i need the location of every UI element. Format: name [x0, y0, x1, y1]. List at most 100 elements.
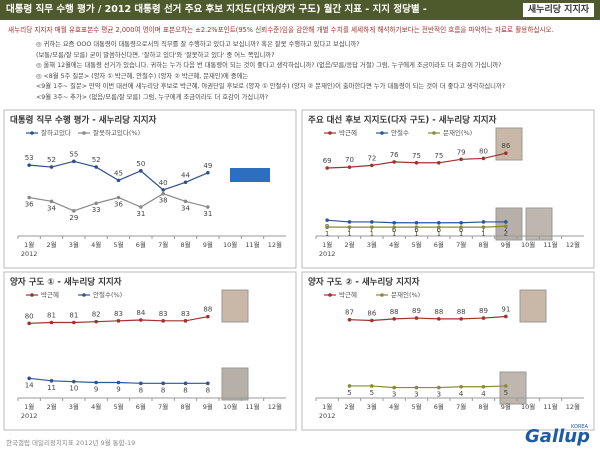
x-tick-label: 1월 — [24, 402, 34, 411]
point — [94, 165, 98, 169]
point — [370, 220, 374, 224]
point — [437, 220, 441, 225]
point — [481, 220, 486, 224]
value-label: 88 — [390, 308, 399, 316]
x-tick-label: 9월 — [501, 402, 511, 411]
value-label: 72 — [367, 154, 376, 162]
x-tick-label: 4월 — [91, 402, 101, 411]
point — [116, 178, 121, 183]
x-tick-label: 10월 — [521, 240, 535, 249]
value-label: 44 — [181, 171, 190, 179]
point — [504, 314, 508, 319]
point — [459, 317, 463, 321]
value-label: 10 — [69, 385, 78, 393]
x-tick-label: 6월 — [136, 240, 146, 249]
x-tick-label: 11월 — [543, 402, 557, 411]
point — [504, 151, 508, 156]
x-tick-label: 2월 — [344, 402, 354, 411]
value-label: 1 — [370, 230, 374, 238]
value-label: 8 — [183, 386, 187, 394]
x-tick-label: 5월 — [113, 240, 123, 249]
point — [347, 165, 352, 169]
x-tick-label: 7월 — [456, 402, 466, 411]
point — [347, 225, 352, 229]
year-label: 2012 — [21, 250, 38, 258]
header: 대통령 직무 수행 평가 / 2012 대통령 선거 주요 후보 지지도(다자/… — [0, 0, 600, 20]
value-label: 88 — [457, 308, 466, 316]
value-label: 6 — [459, 226, 464, 234]
x-tick-label: 2월 — [344, 240, 354, 249]
candidate-photo — [499, 371, 527, 405]
point — [437, 225, 441, 229]
legend-marker — [432, 131, 436, 135]
value-label: 4 — [481, 390, 486, 398]
value-label: 6 — [437, 226, 442, 234]
x-tick-label: 8월 — [180, 402, 190, 411]
x-tick-label: 6월 — [136, 402, 146, 411]
value-label: 76 — [390, 151, 399, 159]
x-tick-label: 11월 — [245, 402, 259, 411]
value-label: 69 — [323, 157, 332, 165]
value-label: 8 — [161, 386, 165, 394]
legend-label: 박근혜 — [339, 290, 357, 299]
x-tick-label: 11월 — [543, 240, 557, 249]
value-label: 8 — [139, 386, 143, 394]
point — [370, 384, 374, 388]
candidate-photo — [221, 367, 249, 401]
value-label: 83 — [159, 310, 168, 318]
value-label: 80 — [25, 312, 34, 320]
logo-sub: KOREA — [571, 424, 588, 430]
point — [370, 163, 374, 168]
value-label: 1 — [392, 230, 396, 238]
x-tick-label: 8월 — [478, 240, 488, 249]
point — [414, 385, 419, 390]
point — [94, 201, 98, 206]
point — [139, 205, 143, 209]
point — [504, 384, 508, 388]
x-tick-label: 9월 — [203, 240, 213, 249]
point — [27, 321, 31, 326]
value-label: 40 — [159, 179, 168, 187]
point — [161, 188, 165, 192]
value-label: 4 — [459, 390, 464, 398]
note: ◎ <8월 5주 질문> (양자 ① 박근혜, 안철수) (양자 ② 박근혜, … — [36, 72, 249, 80]
value-label: 52 — [47, 156, 56, 164]
x-tick-label: 8월 — [180, 240, 190, 249]
legend-label: 잘못하고있다(%) — [93, 128, 140, 137]
point — [161, 381, 165, 386]
value-label: 33 — [92, 206, 101, 214]
x-tick-label: 5월 — [113, 402, 123, 411]
point — [504, 224, 508, 229]
value-label: 36 — [114, 201, 123, 209]
candidate-photo — [525, 207, 553, 241]
value-label: 1 — [459, 230, 463, 238]
value-label: 55 — [69, 150, 78, 158]
point — [49, 320, 54, 325]
value-label: 31 — [136, 210, 145, 218]
note: ◎ 올해 12월에는 대통령 선거가 있습니다. 귀하는 누가 다음 번 대통령… — [36, 62, 502, 69]
panel — [3, 271, 297, 431]
point — [414, 225, 419, 229]
value-label: 70 — [345, 156, 354, 164]
point — [183, 180, 188, 185]
value-label: 49 — [203, 162, 212, 170]
chart-title: 양자 구도 ① - 새누리당 지지자 — [10, 277, 122, 288]
chart-title: 양자 구도 ② - 새누리당 지지자 — [308, 277, 420, 288]
point — [161, 319, 165, 323]
point — [49, 165, 54, 169]
value-label: 5 — [347, 389, 351, 397]
point — [49, 379, 54, 383]
point — [72, 379, 76, 384]
point — [459, 157, 463, 162]
x-tick-label: 4월 — [389, 240, 399, 249]
x-tick-label: 3월 — [69, 402, 79, 411]
point — [370, 225, 374, 229]
value-label: 1 — [414, 230, 418, 238]
year-label: 2012 — [21, 412, 38, 420]
value-label: 3 — [437, 391, 441, 399]
panel — [301, 271, 595, 431]
logo: Gallup — [525, 426, 590, 447]
point — [72, 209, 76, 213]
value-label: 14 — [25, 381, 34, 389]
